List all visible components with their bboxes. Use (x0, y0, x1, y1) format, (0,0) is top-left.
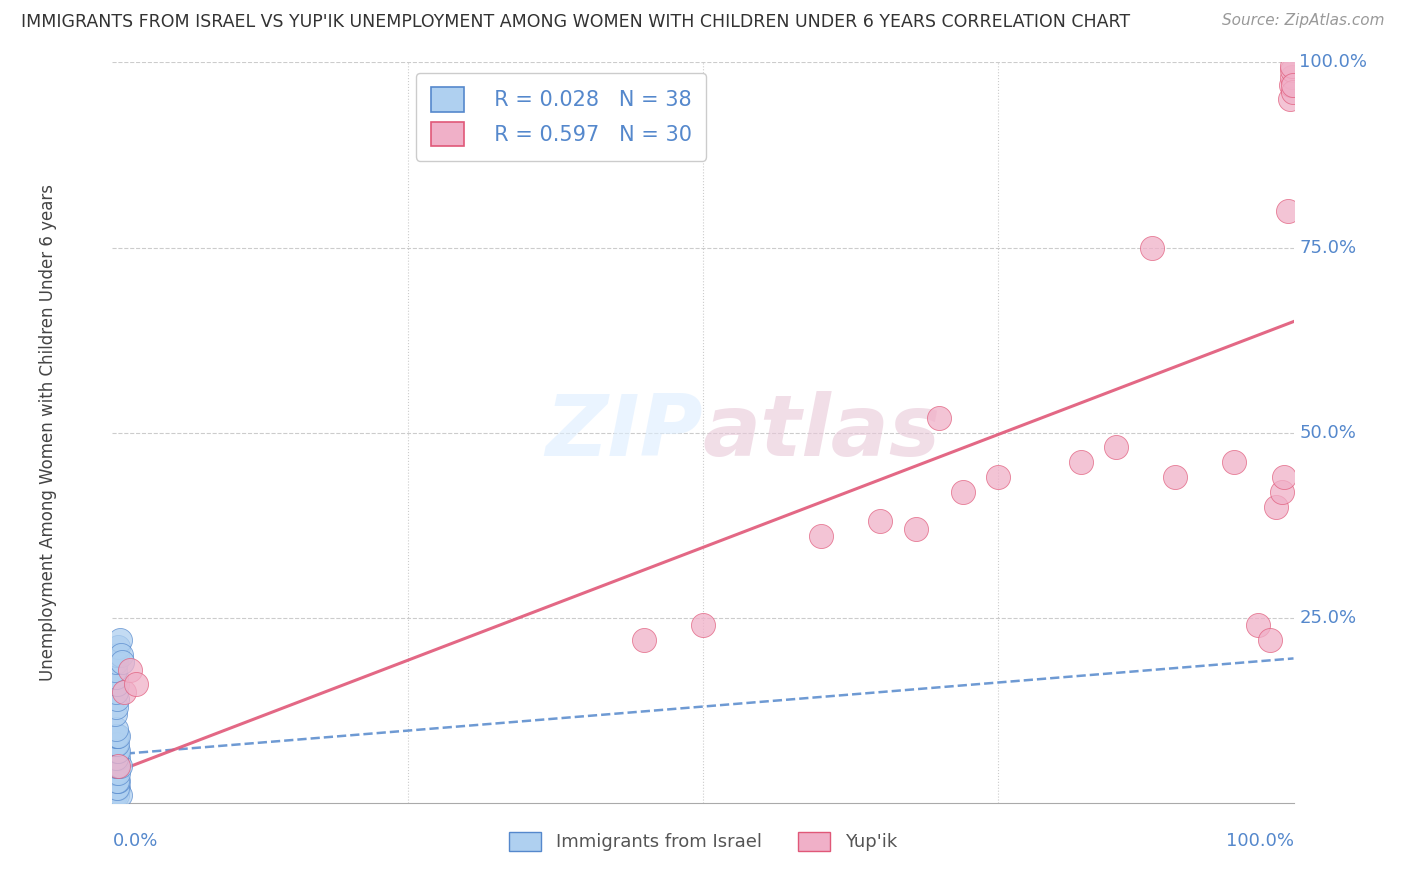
Point (107, 744, 129, 758)
Point (1258, 632, 1281, 647)
Point (105, 758, 128, 772)
Point (1281, 70, 1303, 85)
Text: 25.0%: 25.0% (1299, 608, 1357, 627)
Point (105, 751, 128, 765)
Point (105, 648, 128, 662)
Point (105, 780, 128, 795)
Point (105, 789, 128, 803)
Text: 100.0%: 100.0% (1226, 832, 1294, 850)
Point (107, 773, 129, 788)
Point (105, 699, 128, 714)
Point (1105, 441, 1128, 455)
Point (633, 632, 655, 647)
Point (105, 780, 128, 795)
Point (1281, 62, 1303, 77)
Point (104, 789, 127, 803)
Point (104, 766, 127, 780)
Point (105, 692, 128, 706)
Point (1282, 78, 1305, 92)
Point (105, 685, 128, 699)
Point (987, 470, 1010, 484)
Point (1272, 470, 1295, 484)
Point (105, 758, 128, 772)
Point (928, 410, 950, 425)
Point (125, 677, 148, 691)
Point (1223, 455, 1246, 469)
Text: 75.0%: 75.0% (1299, 238, 1357, 257)
Point (120, 663, 142, 677)
Text: IMMIGRANTS FROM ISRAEL VS YUP'IK UNEMPLOYMENT AMONG WOMEN WITH CHILDREN UNDER 6 : IMMIGRANTS FROM ISRAEL VS YUP'IK UNEMPLO… (21, 13, 1130, 31)
Point (1282, 85, 1305, 99)
Point (1279, 78, 1302, 92)
Text: 50.0%: 50.0% (1299, 424, 1357, 442)
Legend: Immigrants from Israel, Yup'ik: Immigrants from Israel, Yup'ik (501, 823, 905, 861)
Text: Unemployment Among Women with Children Under 6 years: Unemployment Among Women with Children U… (38, 184, 56, 681)
Point (810, 529, 832, 543)
Point (904, 522, 927, 536)
Point (112, 685, 135, 699)
Point (1264, 500, 1286, 514)
Point (104, 706, 127, 721)
Point (107, 766, 129, 780)
Point (1271, 484, 1294, 499)
Point (692, 618, 714, 632)
Point (1247, 618, 1270, 632)
Text: atlas: atlas (703, 391, 941, 475)
Point (105, 737, 128, 751)
Text: ZIP: ZIP (546, 391, 703, 475)
Point (1278, 92, 1301, 106)
Point (105, 670, 128, 684)
Point (952, 484, 974, 499)
Text: 0.0%: 0.0% (112, 832, 157, 850)
Point (104, 663, 127, 677)
Point (105, 766, 128, 780)
Text: Source: ZipAtlas.com: Source: ZipAtlas.com (1222, 13, 1385, 29)
Point (108, 789, 131, 803)
Point (105, 729, 128, 743)
Point (105, 744, 128, 758)
Text: 100.0%: 100.0% (1299, 54, 1368, 71)
Point (105, 773, 128, 788)
Point (110, 648, 132, 662)
Point (107, 640, 129, 655)
Point (105, 722, 128, 736)
Point (1070, 455, 1092, 469)
Point (1281, 59, 1303, 73)
Point (107, 780, 129, 795)
Point (107, 751, 129, 765)
Point (108, 632, 131, 647)
Point (105, 737, 128, 751)
Point (1140, 240, 1163, 255)
Point (105, 655, 128, 669)
Point (105, 677, 128, 691)
Point (107, 729, 129, 743)
Point (105, 729, 128, 743)
Point (1277, 203, 1299, 218)
Point (869, 515, 891, 529)
Point (105, 773, 128, 788)
Point (108, 758, 131, 772)
Point (111, 655, 134, 669)
Point (107, 758, 129, 772)
Point (1164, 470, 1187, 484)
